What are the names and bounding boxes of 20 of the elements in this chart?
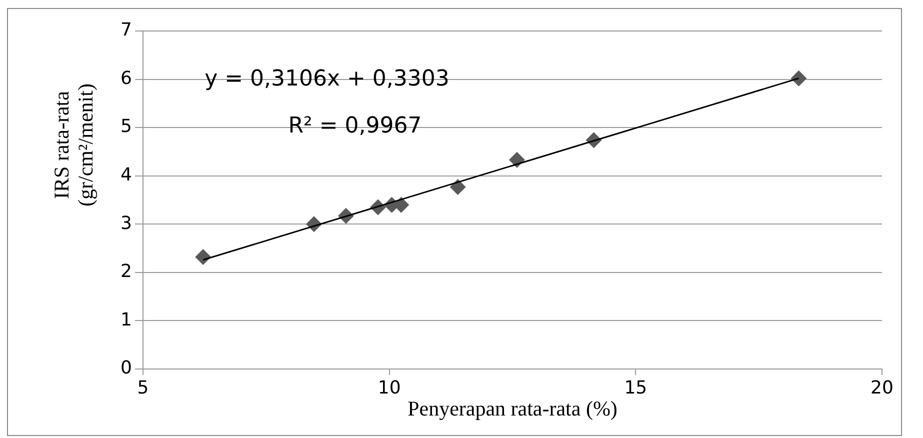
x-axis-title: Penyerapan rata-rata (%) [408, 396, 618, 421]
y-tick-label: 7 [120, 20, 132, 41]
point [508, 152, 525, 168]
x-tick-label: 20 [870, 377, 894, 398]
annotation: R² = 0,9967 [288, 114, 422, 139]
y-tick-label: 3 [120, 212, 132, 234]
annotation: y = 0,3106x + 0,3303 [204, 66, 450, 92]
x-tick-label: 10 [378, 377, 401, 398]
y-tick-label: 1 [120, 309, 132, 330]
y-tick-label: 6 [120, 68, 132, 89]
x-tick-label: 5 [137, 377, 149, 398]
y-axis-title: IRS rata-rata (gr/cm²/menit) [50, 84, 98, 206]
point [450, 178, 466, 195]
y-tick-label: 5 [120, 116, 132, 138]
point [790, 70, 807, 86]
x-tick-label: 15 [624, 377, 648, 398]
y-tick-label: 0 [120, 358, 132, 379]
point [195, 248, 212, 265]
y-tick-label: 2 [120, 261, 132, 282]
y-tick-label: 4 [120, 164, 132, 186]
